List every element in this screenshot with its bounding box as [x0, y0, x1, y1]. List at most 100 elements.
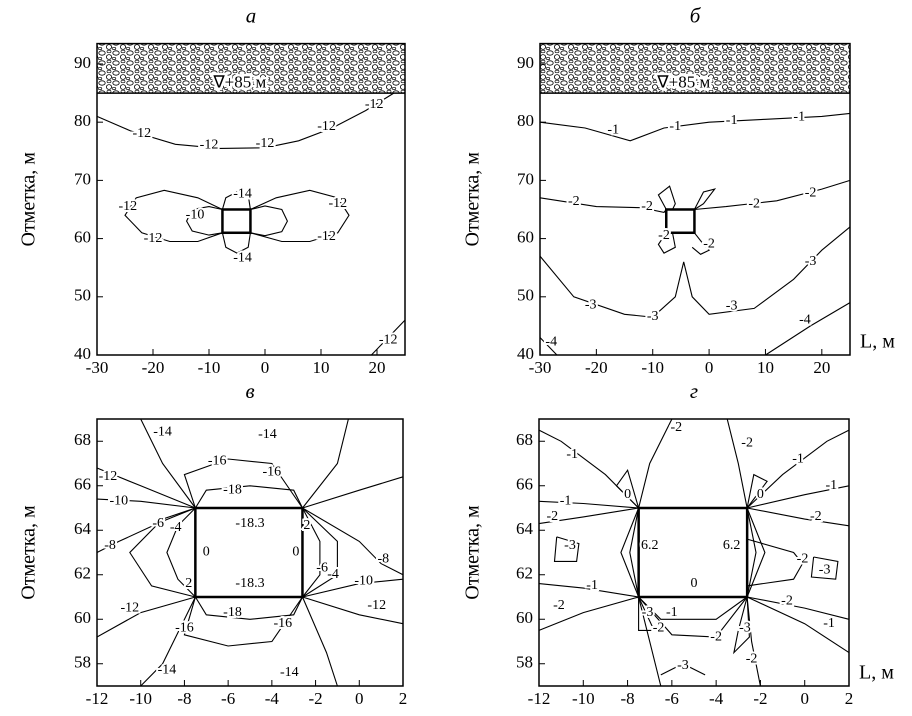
- contour-label: 0: [292, 545, 299, 560]
- contour-label: -2: [653, 620, 665, 635]
- panel-title: г: [690, 379, 698, 403]
- x-tick-label: -6: [221, 689, 235, 708]
- contour-label: -8: [104, 538, 116, 553]
- contour-line: [125, 190, 222, 241]
- contour-label: 0: [691, 576, 698, 591]
- contour-label: -18.3: [235, 516, 264, 531]
- contour-label: -16: [273, 616, 292, 631]
- contour-line: [303, 597, 404, 624]
- contour-label: -12: [118, 199, 137, 214]
- contour-label: -12: [256, 136, 275, 151]
- y-tick-label: 64: [516, 519, 534, 538]
- contour-label: -2: [781, 594, 793, 609]
- x-tick-label: -4: [709, 689, 724, 708]
- contour-line: [195, 486, 302, 508]
- contour-label: -2: [797, 551, 809, 566]
- y-tick-label: 60: [516, 608, 533, 627]
- contour-label: -4: [545, 334, 557, 349]
- contour-line: [184, 459, 302, 508]
- x-tick-label: 2: [845, 689, 854, 708]
- x-axis-label: L, м: [860, 331, 895, 353]
- y-tick-label: 40: [517, 344, 534, 363]
- contour-label: -16: [208, 453, 227, 468]
- contour-label: -2: [703, 237, 715, 252]
- contour-label: -3: [819, 563, 831, 578]
- contour-label: -12: [317, 229, 336, 244]
- panel-title: а: [246, 3, 257, 27]
- x-tick-label: -10: [641, 358, 664, 377]
- contour-label: -16: [263, 465, 282, 480]
- contour-line: [747, 539, 802, 586]
- contour-label: -14: [280, 665, 299, 680]
- x-tick-label: -10: [572, 689, 595, 708]
- contour-label: -1: [792, 451, 804, 466]
- contour-label: -1: [823, 616, 835, 631]
- contour-label: -3: [585, 298, 597, 313]
- contour-label: -2: [805, 185, 817, 200]
- contour-label: -3: [647, 309, 659, 324]
- panel-title: в: [245, 379, 254, 403]
- contour-label: -18.3: [235, 576, 264, 591]
- y-tick-label: 80: [74, 111, 91, 130]
- y-tick-label: 58: [74, 653, 91, 672]
- contour-label: -6: [316, 560, 328, 575]
- x-tick-label: 0: [705, 358, 714, 377]
- y-tick-label: 80: [517, 111, 534, 130]
- contour-line: [630, 508, 639, 597]
- contour-label: -12: [379, 333, 398, 348]
- contour-label: -2: [746, 652, 758, 667]
- x-tick-label: 10: [757, 358, 774, 377]
- x-tick-label: 0: [261, 358, 270, 377]
- contour-label: 6.2: [641, 538, 659, 553]
- contour-label: -2: [568, 194, 580, 209]
- contour-line: [747, 597, 760, 686]
- contour-label: -1: [793, 110, 805, 125]
- contour-label: -2: [748, 196, 760, 211]
- contour-label: -12: [144, 231, 163, 246]
- x-tick-label: -12: [86, 689, 109, 708]
- contour-label: -1: [566, 447, 578, 462]
- contour-line: [658, 186, 675, 209]
- opening: [666, 209, 694, 232]
- x-tick-label: -4: [265, 689, 280, 708]
- contour-label: -18: [223, 482, 242, 497]
- y-tick-label: 68: [516, 430, 533, 449]
- y-tick-label: 60: [517, 227, 534, 246]
- contour-line: [727, 419, 747, 508]
- contour-label: -12: [367, 598, 386, 613]
- contour-label: -10: [186, 208, 205, 223]
- water-level: ∇+85 м: [212, 73, 266, 92]
- y-axis-label: Отметка, м: [18, 505, 40, 600]
- x-tick-label: -6: [665, 689, 679, 708]
- contour-label: -4: [799, 312, 811, 327]
- contour-label: -2: [658, 228, 670, 243]
- x-tick-label: 20: [369, 358, 386, 377]
- contour-label: -3: [739, 620, 751, 635]
- contour-label: -14: [233, 187, 252, 202]
- contour-label: -3: [564, 538, 576, 553]
- contour-label: -2: [546, 509, 558, 524]
- contour-label: 0: [757, 487, 764, 502]
- contour-label: -1: [607, 123, 619, 138]
- contour-label: -2: [810, 509, 822, 524]
- contour-label: -2: [710, 629, 722, 644]
- y-tick-label: 50: [517, 286, 534, 305]
- y-tick-label: 68: [74, 430, 91, 449]
- contour-line: [766, 303, 851, 355]
- x-tick-label: 20: [813, 358, 830, 377]
- contour-line: [694, 180, 850, 209]
- x-tick-label: -20: [142, 358, 165, 377]
- x-tick-label: 0: [355, 689, 364, 708]
- x-tick-label: 10: [313, 358, 330, 377]
- contour-label: -12: [200, 138, 219, 153]
- contour-line: [303, 597, 338, 686]
- contour-label: 0: [203, 545, 210, 560]
- contour-label: -1: [586, 578, 598, 593]
- contour-label: -2: [641, 199, 653, 214]
- x-tick-label: -2: [753, 689, 767, 708]
- contour-line: [303, 579, 404, 597]
- contour-label: -16: [175, 620, 194, 635]
- y-tick-label: 58: [516, 653, 533, 672]
- contour-label: -1: [825, 478, 837, 493]
- y-tick-label: 60: [74, 227, 91, 246]
